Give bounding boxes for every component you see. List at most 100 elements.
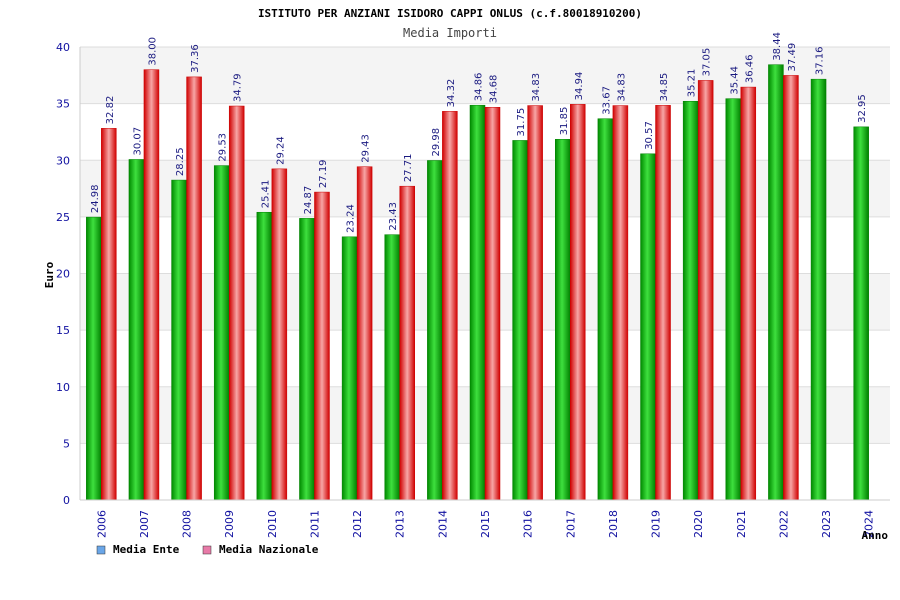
data-label: 34.68 [489, 75, 500, 104]
x-tick-label: 2006 [95, 510, 108, 538]
data-label: 38.44 [772, 32, 783, 61]
data-label: 31.85 [559, 107, 570, 136]
x-tick-label: 2017 [564, 510, 577, 538]
y-tick-label: 40 [56, 41, 70, 54]
chart-subtitle: Media Importi [403, 26, 497, 40]
bar-media-ente [299, 218, 315, 501]
bar-media-ente [128, 159, 145, 501]
bar-media-ente [469, 104, 486, 501]
data-label: 27.71 [403, 154, 414, 183]
bar-media-ente [341, 236, 358, 501]
data-labels: 24.98 32.82 30.07 38.00 28.25 37.36 29.53 34.79… [90, 32, 868, 233]
legend-item-ente: Media Ente [96, 543, 180, 556]
y-axis-label: Euro [43, 261, 56, 288]
bar-media-nazionale [570, 104, 586, 501]
bar-media-ente [555, 139, 571, 501]
bar-media-ente [427, 160, 443, 501]
x-tick-label: 2009 [223, 510, 236, 538]
bar-media-nazionale [783, 75, 799, 501]
bar-media-ente [171, 179, 187, 501]
x-tick-label: 2022 [777, 510, 790, 538]
data-label: 35.21 [687, 69, 698, 98]
data-label: 27.19 [318, 159, 329, 188]
chart-title: ISTITUTO PER ANZIANI ISIDORO CAPPI ONLUS… [258, 7, 642, 20]
x-tick-label: 2007 [138, 510, 151, 538]
y-tick-label: 0 [63, 494, 70, 507]
bar-media-ente [86, 216, 102, 501]
x-tick-label: 2018 [607, 510, 620, 538]
data-label: 37.05 [702, 48, 713, 77]
x-axis-label: Anno [862, 529, 889, 542]
data-label: 37.16 [815, 47, 826, 76]
data-label: 24.98 [90, 184, 101, 213]
bar-media-ente [725, 98, 742, 501]
data-label: 23.43 [388, 202, 399, 231]
x-tick-label: 2011 [308, 510, 321, 538]
bar-media-ente [512, 140, 528, 501]
bar-media-ente [213, 165, 230, 501]
x-tick-label: 2013 [394, 510, 407, 538]
data-label: 32.95 [857, 94, 868, 123]
x-tick-label: 2014 [436, 510, 449, 538]
bar-media-nazionale [356, 166, 373, 501]
data-label: 34.83 [616, 73, 627, 102]
legend-swatch-ente [96, 545, 106, 555]
bar-media-ente [256, 211, 273, 501]
x-tick-label: 2016 [522, 510, 535, 538]
legend-label-nazionale: Media Nazionale [219, 543, 319, 556]
bar-media-ente [810, 78, 827, 501]
x-tick-label: 2010 [266, 510, 279, 538]
bar-media-nazionale [314, 191, 330, 501]
data-label: 29.53 [218, 133, 229, 162]
data-label: 29.24 [275, 136, 286, 165]
x-tick-label: 2008 [181, 510, 194, 538]
bar-media-ente [853, 126, 869, 501]
bar-media-nazionale [697, 80, 714, 501]
data-label: 34.83 [531, 73, 542, 102]
bar-media-nazionale [228, 105, 245, 501]
bar-media-ente [682, 100, 699, 501]
legend-swatch-nazionale [202, 545, 212, 555]
bar-media-nazionale [612, 105, 629, 501]
data-label: 34.85 [659, 73, 670, 102]
data-label: 37.36 [190, 44, 201, 73]
legend-label-ente: Media Ente [113, 543, 180, 556]
y-tick-label: 20 [56, 268, 70, 281]
bar-media-ente [597, 118, 614, 501]
bar-media-nazionale [186, 76, 202, 501]
bar-media-nazionale [399, 185, 415, 501]
y-tick-label: 10 [56, 381, 70, 394]
x-tick-label: 2021 [735, 510, 748, 538]
data-label: 33.67 [601, 86, 612, 115]
legend: Media Ente Media Nazionale [96, 543, 319, 556]
data-label: 23.24 [346, 204, 357, 233]
data-label: 38.00 [147, 37, 158, 66]
data-label: 36.46 [744, 54, 755, 83]
data-label: 29.98 [431, 128, 442, 157]
x-tick-label: 2024 [863, 510, 876, 538]
bar-media-nazionale [143, 69, 160, 501]
data-label: 31.75 [516, 108, 527, 137]
bar-media-nazionale [655, 105, 671, 501]
x-tick-label: 2012 [351, 510, 364, 538]
bar-media-ente [384, 234, 400, 501]
y-tick-label: 25 [56, 211, 70, 224]
y-tick-label: 35 [56, 98, 70, 111]
bar-media-ente [768, 64, 784, 501]
data-label: 25.41 [260, 180, 271, 209]
data-label: 30.07 [132, 127, 143, 156]
data-label: 28.25 [175, 147, 186, 176]
data-label: 37.49 [787, 43, 798, 72]
axes: 0 5 10 15 20 25 30 35 40 2006 2007 2008 2009 2010 2011… [56, 41, 890, 538]
bar-media-nazionale [484, 106, 501, 501]
x-tick-label: 2020 [692, 510, 705, 538]
data-label: 34.32 [446, 79, 457, 108]
legend-item-nazionale: Media Nazionale [202, 543, 319, 556]
bar-media-nazionale [527, 105, 543, 501]
bar-media-nazionale [740, 86, 757, 501]
bar-media-nazionale [101, 128, 117, 501]
y-tick-label: 5 [63, 437, 70, 450]
x-tick-label: 2023 [820, 510, 833, 538]
bar-media-ente [640, 153, 656, 501]
